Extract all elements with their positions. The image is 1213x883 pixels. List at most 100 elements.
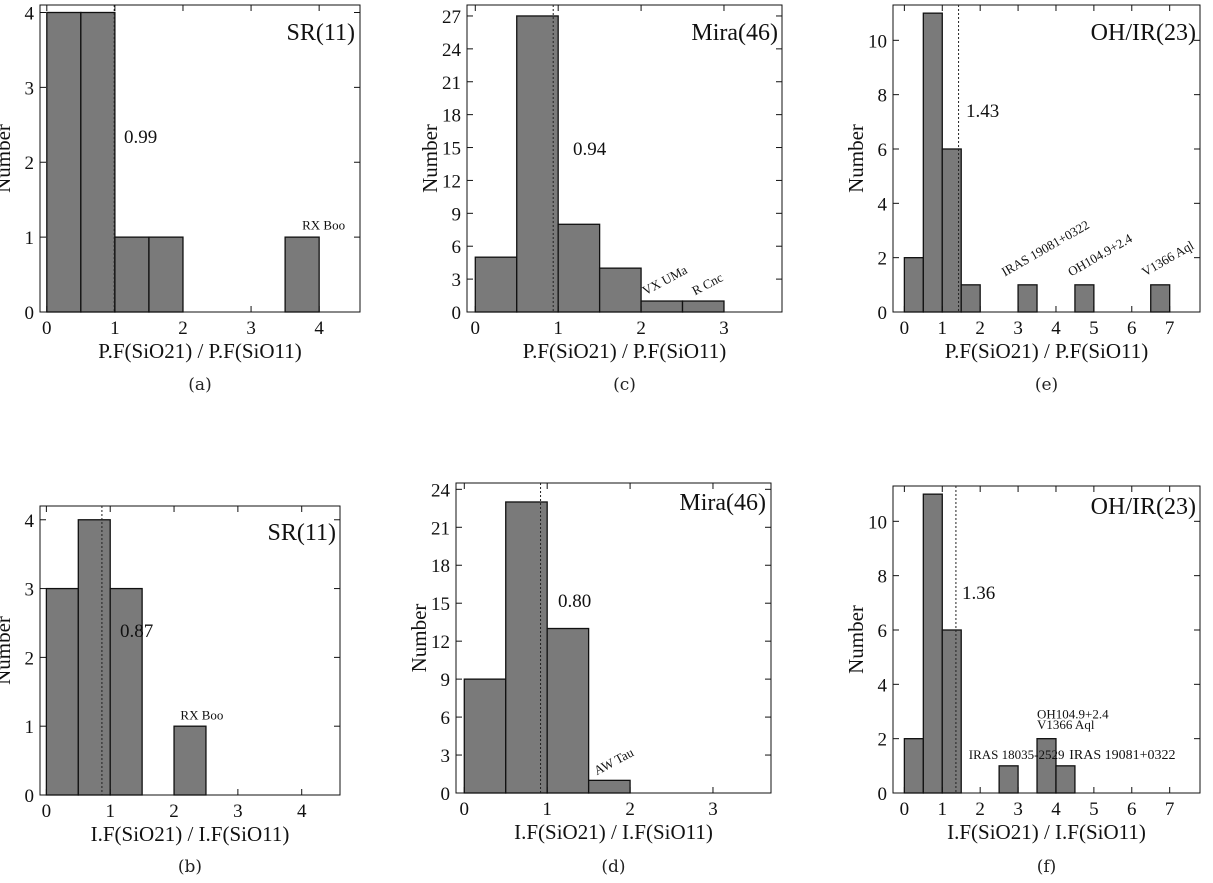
panel-caption: (d) xyxy=(601,857,625,877)
y-tick-label: 0 xyxy=(25,786,35,807)
plot-frame xyxy=(892,4,1201,313)
y-tick-label: 3 xyxy=(25,78,35,99)
y-tick-label: 3 xyxy=(452,270,462,291)
y-tick-label: 2 xyxy=(25,153,35,174)
histogram-panel-f: 0 1 2 3 4 5 6 7 0 2 4 6 8 10 I.F(SiO21) / I.F(SiO11) Nu… xyxy=(844,485,1201,877)
y-tick-label: 10 xyxy=(868,512,887,533)
y-tick-label: 8 xyxy=(878,86,888,107)
mean-value-label: 0.87 xyxy=(120,621,153,642)
y-tick-label: 3 xyxy=(25,580,35,601)
x-tick-label: 0 xyxy=(42,318,52,339)
star-annotation: IRAS 19081+0322 xyxy=(1069,748,1175,763)
y-tick-label: 3 xyxy=(441,746,451,767)
star-annotation: RX Boo xyxy=(302,218,345,233)
panel-caption: (a) xyxy=(188,375,211,395)
y-tick-label: 18 xyxy=(442,106,461,127)
x-tick-label: 1 xyxy=(938,318,948,339)
x-tick-label: 2 xyxy=(625,799,635,820)
x-tick-label: 1 xyxy=(542,799,552,820)
y-tick-label: 10 xyxy=(868,31,887,52)
panel-caption: (f) xyxy=(1037,857,1057,877)
histogram-bar xyxy=(1150,284,1171,313)
star-annotation: IRAS 18035-2529 xyxy=(969,747,1065,762)
panel-title: Mira(46) xyxy=(679,490,766,516)
histogram-bar xyxy=(922,12,943,313)
star-annotation: VX UMa xyxy=(640,262,690,298)
plot-frame xyxy=(892,485,1201,794)
y-axis-label: Number xyxy=(0,124,15,193)
y-tick-label: 27 xyxy=(442,7,461,28)
y-tick-label: 6 xyxy=(452,237,462,258)
panel-caption: (b) xyxy=(178,857,202,877)
histogram-bar xyxy=(557,223,601,313)
x-tick-label: 1 xyxy=(938,799,948,820)
histogram-bar xyxy=(173,725,207,796)
x-tick-label: 4 xyxy=(314,318,324,339)
mean-value-label: 0.94 xyxy=(573,139,607,160)
x-tick-label: 6 xyxy=(1127,318,1137,339)
x-tick-label: 4 xyxy=(297,801,307,822)
x-tick-label: 3 xyxy=(708,799,718,820)
x-tick-label: 1 xyxy=(105,801,115,822)
histogram-bar xyxy=(903,738,924,794)
panel-title: OH/IR(23) xyxy=(1091,494,1196,520)
x-tick-label: 3 xyxy=(1013,799,1023,820)
x-axis-label: P.F(SiO21) / P.F(SiO11) xyxy=(98,339,301,363)
histogram-bar xyxy=(1055,765,1076,794)
histogram-bar xyxy=(941,629,962,794)
y-tick-label: 0 xyxy=(878,784,888,805)
y-tick-label: 2 xyxy=(25,648,35,669)
y-axis-label: Number xyxy=(844,124,868,193)
y-tick-label: 6 xyxy=(441,708,451,729)
x-axis-label: I.F(SiO21) / I.F(SiO11) xyxy=(947,820,1146,844)
x-tick-label: 6 xyxy=(1127,799,1137,820)
x-axis-label: P.F(SiO21) / P.F(SiO11) xyxy=(945,339,1148,363)
y-tick-label: 12 xyxy=(431,632,450,653)
histogram-bar xyxy=(1074,284,1095,313)
x-tick-label: 7 xyxy=(1165,318,1175,339)
panel-title: SR(11) xyxy=(287,20,355,46)
histogram-panel-b: 0 1 2 3 4 0 1 2 3 4 I.F(SiO21) / I.F(SiO11) Number S… xyxy=(0,505,341,877)
histogram-bar xyxy=(903,257,924,313)
x-tick-label: 0 xyxy=(900,318,910,339)
histogram-panel-a: 0 1 2 3 4 0 1 2 3 4 P.F(SiO21) / P.F(SiO11) Number S… xyxy=(0,3,361,395)
x-tick-label: 2 xyxy=(975,799,985,820)
histogram-bar xyxy=(114,236,150,313)
y-tick-label: 6 xyxy=(878,621,888,642)
y-tick-label: 12 xyxy=(442,171,461,192)
x-tick-label: 2 xyxy=(169,801,179,822)
x-tick-label: 0 xyxy=(460,799,470,820)
histogram-bar xyxy=(284,236,320,313)
histogram-bar xyxy=(46,11,82,313)
y-tick-label: 0 xyxy=(441,784,451,805)
y-tick-label: 0 xyxy=(878,303,888,324)
histogram-bar xyxy=(681,300,725,313)
x-axis-label: I.F(SiO21) / I.F(SiO11) xyxy=(91,822,290,846)
panel-caption: (c) xyxy=(613,375,636,395)
y-tick-label: 1 xyxy=(25,717,35,738)
x-tick-label: 0 xyxy=(42,801,52,822)
y-tick-label: 21 xyxy=(442,73,461,94)
x-axis-label: P.F(SiO21) / P.F(SiO11) xyxy=(523,339,726,363)
x-tick-label: 2 xyxy=(636,318,646,339)
plot-frame xyxy=(39,4,361,313)
panel-caption: (e) xyxy=(1035,375,1058,395)
x-tick-label: 2 xyxy=(178,318,188,339)
x-axis-label: I.F(SiO21) / I.F(SiO11) xyxy=(514,820,713,844)
x-tick-label: 5 xyxy=(1089,318,1099,339)
x-tick-label: 5 xyxy=(1089,799,1099,820)
y-tick-label: 0 xyxy=(452,303,462,324)
star-annotation: V1366 Aql xyxy=(1037,717,1095,732)
histogram-bar xyxy=(148,236,184,313)
y-tick-label: 4 xyxy=(878,675,888,696)
histogram-bar xyxy=(516,15,559,313)
histogram-bar xyxy=(960,284,981,313)
y-tick-label: 2 xyxy=(878,249,888,270)
mean-value-label: 0.99 xyxy=(124,127,157,148)
histogram-bar xyxy=(80,11,116,313)
histogram-bar xyxy=(109,587,143,796)
